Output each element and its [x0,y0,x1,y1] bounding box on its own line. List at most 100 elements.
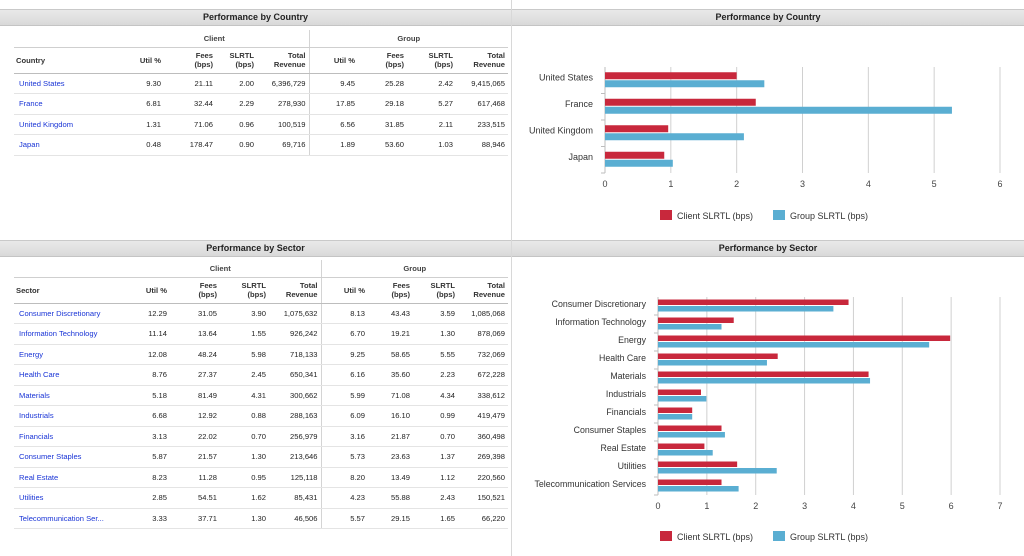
legend-swatch [773,210,785,220]
table-row: Health Care 8.76 27.37 2.45 650,341 6.16 35.60… [14,364,508,386]
x-tick-label: 0 [655,501,660,511]
column-header-country[interactable]: Country [14,47,120,74]
bar-client [605,72,737,80]
panel-title: Performance by Sector [0,240,511,257]
row-name-link[interactable]: Utilities [19,493,44,503]
cell-group-slrtl: 0.99 [413,405,458,427]
bar-client [658,425,722,431]
panel-title: Performance by Country [0,9,511,26]
row-name-link[interactable]: Consumer Discretionary [19,308,101,318]
cell-client-revenue: 718,133 [269,344,321,365]
cell-group-revenue: 150,521 [458,487,508,509]
bar-group [658,360,767,366]
row-name-cell: Real Estate [14,467,120,488]
cell-client-revenue: 69,716 [257,134,309,156]
column-header-client-slrtl[interactable]: SLRTL (bps) [216,47,257,74]
row-name-cell: Telecommunication Ser... [14,508,120,529]
bar-group [605,159,673,167]
column-group-client: Client [120,30,309,48]
row-name-link[interactable]: United Kingdom [19,119,74,129]
row-name-link[interactable]: Materials [19,390,50,400]
cell-client-slrtl: 0.88 [220,405,269,427]
column-header-client-fees[interactable]: Fees (bps) [170,277,220,304]
column-header-group-slrtl[interactable]: SLRTL (bps) [413,277,458,304]
cell-client-slrtl: 1.30 [220,446,269,468]
cell-group-fees: 29.18 [358,93,407,115]
row-name-cell: United States [14,73,120,94]
x-tick-label: 4 [866,179,871,189]
sector-chart-panel: Performance by Sector 0 1 2 3 4 5 6 7 Consumer D… [512,240,1024,556]
cell-client-slrtl: 4.31 [220,385,269,406]
column-header-client-fees[interactable]: Fees (bps) [164,47,216,74]
cell-client-util: 3.13 [120,426,170,447]
panel-title: Performance by Sector [512,240,1024,257]
row-name-link[interactable]: Consumer Staples [19,452,82,462]
column-header-group-fees[interactable]: Fees (bps) [358,47,407,74]
row-name-link[interactable]: Real Estate [19,472,59,482]
cell-group-revenue: 419,479 [458,405,508,427]
sector-table-panel: Performance by Sector Client Group Secto… [0,240,512,556]
cell-group-slrtl: 4.34 [413,385,458,406]
cell-client-slrtl: 1.30 [220,508,269,529]
bar-group [605,106,952,114]
cell-group-fees: 13.49 [368,467,413,488]
table-row: Telecommunication Ser... 3.33 37.71 1.30 46,… [14,508,508,529]
column-header-client-util[interactable]: Util % [120,47,164,74]
cell-group-slrtl: 0.70 [413,426,458,447]
column-header-group-revenue[interactable]: Total Revenue [456,47,508,74]
cell-client-revenue: 256,979 [269,426,321,447]
cell-client-revenue: 125,118 [269,467,321,488]
legend-swatch [773,531,785,541]
column-header-group-util[interactable]: Util % [320,277,368,304]
cell-client-fees: 27.37 [170,364,220,386]
x-tick-label: 1 [704,501,709,511]
cell-client-util: 2.85 [120,487,170,509]
column-header-client-revenue[interactable]: Total Revenue [269,277,321,304]
cell-group-util: 8.20 [320,467,368,488]
column-header-group-revenue[interactable]: Total Revenue [458,277,508,304]
column-header-group-fees[interactable]: Fees (bps) [368,277,413,304]
cell-client-revenue: 100,519 [257,114,309,135]
row-name-link[interactable]: Industrials [19,411,54,421]
bar-client [658,335,951,341]
cell-client-util: 0.48 [120,134,164,156]
country-chart-panel: Performance by Country 0 1 2 3 4 5 6 United Sta… [512,0,1024,240]
bar-group [658,396,707,402]
row-name-link[interactable]: Health Care [19,370,60,380]
cell-client-util: 9.30 [120,73,164,94]
row-name-cell: Materials [14,385,120,406]
row-name-link[interactable]: Japan [19,140,40,150]
column-header-group-util[interactable]: Util % [308,47,358,74]
cell-group-revenue: 732,069 [458,344,508,365]
bar-client [605,151,665,159]
row-name-link[interactable]: Energy [19,349,44,359]
cell-client-fees: 178.47 [164,134,216,156]
row-name-link[interactable]: Telecommunication Ser... [19,513,104,523]
x-tick-label: 3 [800,179,805,189]
cell-group-revenue: 269,398 [458,446,508,468]
bar-client [658,317,734,323]
cell-group-revenue: 1,085,068 [458,303,508,324]
row-name-link[interactable]: Financials [19,431,54,441]
cell-client-fees: 21.57 [170,446,220,468]
cell-client-fees: 71.06 [164,114,216,135]
cell-client-slrtl: 0.90 [216,134,257,156]
table-row: Energy 12.08 48.24 5.98 718,133 9.25 58.65 5.55… [14,344,508,365]
row-name-cell: Japan [14,134,120,156]
table-row: Financials 3.13 22.02 0.70 256,979 3.16 21.87 0… [14,426,508,447]
row-name-link[interactable]: Information Technology [19,329,98,339]
column-header-sector[interactable]: Sector [14,277,120,304]
column-header-client-slrtl[interactable]: SLRTL (bps) [220,277,269,304]
column-group-group: Group [308,30,508,48]
row-name-link[interactable]: United States [19,78,65,88]
panel-title: Performance by Country [512,9,1024,26]
column-header-client-revenue[interactable]: Total Revenue [257,47,309,74]
cell-group-revenue: 66,220 [458,508,508,529]
cell-client-slrtl: 1.55 [220,323,269,345]
row-name-link[interactable]: France [19,99,43,109]
column-header-client-util[interactable]: Util % [120,277,170,304]
cell-group-util: 17.85 [308,93,358,115]
cell-group-fees: 29.15 [368,508,413,529]
column-header-group-slrtl[interactable]: SLRTL (bps) [407,47,456,74]
cell-client-revenue: 650,341 [269,364,321,386]
